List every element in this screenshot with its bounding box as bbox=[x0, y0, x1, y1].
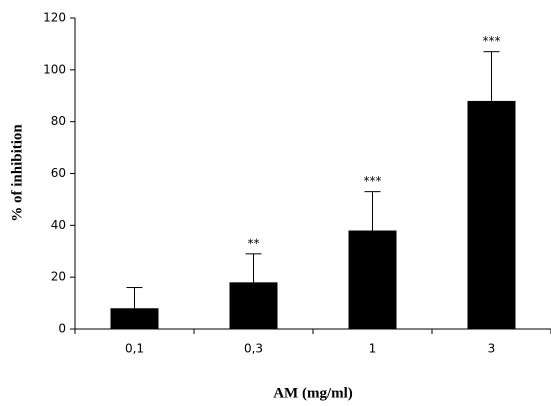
y-tick-label: 20 bbox=[51, 270, 66, 284]
x-axis-title: AM (mg/ml) bbox=[273, 385, 353, 401]
y-axis-title: % of inhibition bbox=[9, 124, 25, 222]
significance-label: ** bbox=[248, 236, 260, 250]
y-tick-label: 40 bbox=[51, 218, 66, 232]
significance-label: *** bbox=[483, 34, 501, 48]
significance-label: *** bbox=[364, 174, 382, 188]
y-tick-label: 100 bbox=[43, 62, 66, 76]
y-tick-label: 60 bbox=[51, 166, 66, 180]
bar bbox=[110, 308, 159, 329]
bar bbox=[348, 230, 397, 329]
bar bbox=[229, 282, 278, 329]
x-tick-label: 0,1 bbox=[125, 342, 144, 356]
x-tick-label: 3 bbox=[488, 342, 496, 356]
x-tick-label: 1 bbox=[369, 342, 377, 356]
bar bbox=[467, 100, 516, 329]
x-tick-label: 0,3 bbox=[244, 342, 263, 356]
y-tick-label: 80 bbox=[51, 114, 66, 128]
y-tick-label: 0 bbox=[58, 322, 66, 336]
y-tick-label: 120 bbox=[43, 11, 66, 25]
